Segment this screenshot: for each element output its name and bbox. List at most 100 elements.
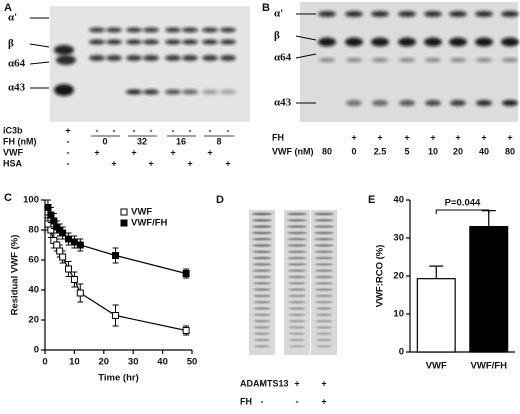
gel-band xyxy=(288,301,306,304)
gel-band xyxy=(288,332,306,335)
label: 80 xyxy=(28,225,39,236)
gel-band xyxy=(288,275,306,279)
gel-band xyxy=(449,11,467,17)
data-point xyxy=(50,217,58,225)
gel-band xyxy=(202,55,218,61)
data-point xyxy=(44,204,52,211)
gel-band xyxy=(252,238,272,241)
gel-band xyxy=(253,294,271,298)
gel-band xyxy=(476,100,492,106)
label: - xyxy=(209,125,212,135)
label: HSA xyxy=(3,158,23,168)
leader-line xyxy=(29,61,50,65)
gel-band xyxy=(314,238,334,241)
gel-band xyxy=(399,100,415,106)
label: 10 xyxy=(393,309,404,320)
label: - xyxy=(150,125,153,135)
label: ADAMTS13 xyxy=(240,378,289,388)
label: B xyxy=(262,2,270,14)
gel-band xyxy=(315,332,333,335)
gel-band xyxy=(289,338,305,342)
data-point xyxy=(182,270,190,277)
gel-band xyxy=(254,345,270,348)
label: + xyxy=(321,378,326,388)
y-axis-title: Residual VWF (%) xyxy=(10,235,21,316)
label: + xyxy=(321,396,326,406)
gel-band xyxy=(143,55,159,61)
gel-band xyxy=(288,307,306,310)
gel-band xyxy=(315,301,333,304)
gel-band xyxy=(56,55,76,65)
label: + xyxy=(94,147,99,157)
gel-band xyxy=(315,288,333,291)
data-point xyxy=(65,235,73,243)
gel-band xyxy=(253,307,271,310)
gel-band xyxy=(253,288,271,291)
label: 30 xyxy=(393,233,404,244)
label: α43 xyxy=(274,97,292,109)
gel-band xyxy=(345,11,363,17)
label: E xyxy=(368,194,375,206)
label: α' xyxy=(8,12,17,24)
gel-band xyxy=(315,282,333,285)
label: VWF xyxy=(131,207,152,218)
gel-band xyxy=(252,225,272,228)
data-point xyxy=(112,312,120,319)
label: 32 xyxy=(137,136,147,146)
leader-line xyxy=(295,53,317,59)
gel-band xyxy=(252,269,272,272)
label: 20 xyxy=(393,271,404,282)
gel-band xyxy=(314,231,334,235)
gel-image xyxy=(50,6,250,122)
leader-line xyxy=(29,43,50,48)
gel-band xyxy=(165,39,181,45)
gel-band xyxy=(315,294,333,298)
gel-band xyxy=(253,301,271,304)
gel-band xyxy=(182,39,198,45)
gel-band xyxy=(316,345,332,348)
gel-band xyxy=(475,37,493,47)
label: + xyxy=(430,132,435,142)
gel-band xyxy=(288,326,306,329)
gel-band xyxy=(318,11,336,17)
gel-band xyxy=(54,84,74,96)
gel-band xyxy=(165,55,181,61)
gel-band xyxy=(252,219,272,222)
data-point xyxy=(59,253,67,261)
gel-band xyxy=(220,39,236,45)
gel-band xyxy=(252,263,272,266)
y-axis-title: VWF:RCO (%) xyxy=(375,245,386,308)
label: 0 xyxy=(102,136,107,146)
label: 50 xyxy=(187,357,198,368)
gel-band xyxy=(314,212,334,216)
label: + xyxy=(377,132,382,142)
gel-band xyxy=(502,58,518,62)
gel-band xyxy=(314,244,334,247)
gel-band xyxy=(287,238,307,241)
label: α' xyxy=(274,8,283,20)
data-point xyxy=(182,327,190,334)
label: - xyxy=(189,125,192,135)
data-point xyxy=(112,252,120,259)
gel-band xyxy=(450,58,466,62)
label: 0 xyxy=(351,146,356,156)
label: 20 xyxy=(99,357,110,368)
label: Time (hr) xyxy=(98,373,138,384)
gel-band xyxy=(253,313,271,316)
gel-band xyxy=(289,345,305,348)
gel-band xyxy=(106,55,122,61)
gel-band xyxy=(254,338,270,342)
label: 80 xyxy=(505,146,515,156)
legend-marker xyxy=(120,219,128,227)
label: 0 xyxy=(42,357,47,368)
data-point xyxy=(70,238,78,246)
label: A xyxy=(4,2,12,14)
gel-band xyxy=(253,319,271,323)
label: - xyxy=(261,396,264,406)
gel-band xyxy=(287,212,307,216)
label: 20 xyxy=(453,146,463,156)
label: D xyxy=(216,194,224,206)
gel-band xyxy=(287,219,307,222)
legend-marker xyxy=(120,208,128,216)
